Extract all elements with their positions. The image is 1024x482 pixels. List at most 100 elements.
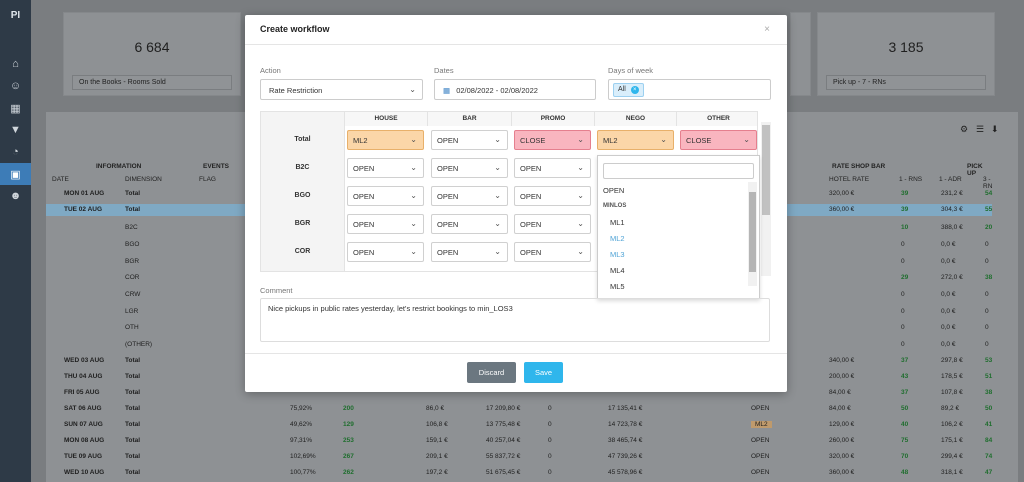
cell-select-bgr-house[interactable]: OPEN ⌄ xyxy=(347,214,424,234)
table-row[interactable]: WED 03 AUG Total 340,00 €37 297,8 €53 xyxy=(64,357,993,364)
grid-scrollbar[interactable] xyxy=(761,122,771,276)
cell-select-total-other[interactable]: CLOSE ⌄ xyxy=(680,130,757,150)
cell-select-total-nego[interactable]: ML2 ⌄ xyxy=(597,130,674,150)
col-group-rate-shop: RATE SHOP BAR xyxy=(832,163,886,170)
table-row[interactable]: (OTHER) 0 0,0 €0 xyxy=(125,341,989,348)
cell-select-bgr-promo[interactable]: OPEN ⌄ xyxy=(514,214,591,234)
table-row[interactable]: WED 10 AUG Total 100,77% 262 197,2 €51 675,4… xyxy=(64,469,993,476)
home-icon[interactable]: ⌂ xyxy=(12,58,19,70)
col-dimension[interactable]: DIMENSION xyxy=(125,176,162,183)
table-row[interactable]: MON 08 AUG Total 97,31% 253 159,1 €40 257,04… xyxy=(64,437,993,444)
people-icon[interactable]: ☺ xyxy=(9,80,22,92)
cell-select-b2c-bar[interactable]: OPEN ⌄ xyxy=(431,158,508,178)
grid-corner xyxy=(261,112,345,126)
filter-icon[interactable]: ▼ xyxy=(10,124,21,136)
col-adr[interactable]: 1 - ADR xyxy=(939,176,962,183)
cell-select-b2c-promo[interactable]: OPEN ⌄ xyxy=(514,158,591,178)
col-group-events: EVENTS xyxy=(203,163,230,170)
col-rn3[interactable]: 3 - RN xyxy=(983,176,993,190)
table-row[interactable]: SUN 07 AUG Total 49,62% 129 106,8 €13 775,48… xyxy=(64,421,993,428)
cell-select-cor-promo[interactable]: OPEN ⌄ xyxy=(514,242,591,262)
kpi-select[interactable]: On the Books - Rooms Sold xyxy=(72,75,232,90)
cell-select-total-house[interactable]: ML2 ⌄ xyxy=(347,130,424,150)
dropdown-option-ml3[interactable]: ML3 xyxy=(610,250,625,259)
calendar-icon: ▦ xyxy=(443,86,451,95)
dates-input[interactable]: ▦ 02/08/2022 - 02/08/2022 xyxy=(434,79,596,100)
scrollbar-thumb[interactable] xyxy=(762,125,770,215)
nego-dropdown-menu: OPEN MINLOS ML1 ML2 ML3 ML4 ML5 xyxy=(597,155,760,299)
kpi-select[interactable]: Pick up - 7 - RNs xyxy=(826,75,986,90)
cell-select-bgo-house[interactable]: OPEN ⌄ xyxy=(347,186,424,206)
cell-select-cor-bar[interactable]: OPEN ⌄ xyxy=(431,242,508,262)
table-row[interactable]: SAT 06 AUG Total 75,92% 200 86,0 €17 209,80 … xyxy=(64,405,993,412)
dashboard-gauge-icon[interactable]: ◔ xyxy=(12,146,19,158)
table-row[interactable]: CRW 0 0,0 €0 xyxy=(125,291,989,298)
dropdown-option-ml1[interactable]: ML1 xyxy=(610,218,625,227)
chevron-down-icon: ⌄ xyxy=(410,219,417,228)
comment-label: Comment xyxy=(260,286,293,295)
col-other: OTHER xyxy=(677,112,757,126)
chevron-down-icon: ⌄ xyxy=(494,191,501,200)
row-label-bgr: BGR xyxy=(261,210,345,238)
dropdown-option-ml5[interactable]: ML5 xyxy=(610,282,625,291)
dropdown-scrollbar[interactable] xyxy=(748,182,757,286)
settings-icon[interactable]: ⚙ xyxy=(960,124,969,134)
table-row[interactable]: MON 01 AUG Total 320,00 €39 231,2 €54 xyxy=(64,190,993,197)
col-nego: NEGO xyxy=(595,112,677,126)
kpi-card-pickup: 3 185 Pick up - 7 - RNs xyxy=(817,12,995,96)
action-select[interactable]: Rate Restriction ⌄ xyxy=(260,79,423,100)
cell-select-total-bar[interactable]: OPEN ⌄ xyxy=(431,130,508,150)
cell-select-bgo-bar[interactable]: OPEN ⌄ xyxy=(431,186,508,206)
chevron-down-icon: ⌄ xyxy=(494,219,501,228)
table-row[interactable]: COR 29 272,0 €38 xyxy=(125,274,993,281)
chevron-down-icon: ⌄ xyxy=(410,247,417,256)
users-icon[interactable]: ☻ xyxy=(9,190,22,202)
col-promo: PROMO xyxy=(512,112,595,126)
col-rns[interactable]: 1 - RNS xyxy=(899,176,923,183)
remove-tag-icon[interactable]: × xyxy=(630,86,639,94)
col-group-pickup: PICK UP xyxy=(967,163,983,177)
dropdown-scrollbar-thumb[interactable] xyxy=(749,192,756,272)
days-of-week-input[interactable]: All × xyxy=(608,79,771,100)
kpi-card-rooms-sold: 6 684 On the Books - Rooms Sold xyxy=(63,12,241,96)
dropdown-option-open[interactable]: OPEN xyxy=(603,186,625,195)
pricing-grid-icon[interactable]: ▣ xyxy=(0,163,31,185)
table-row[interactable]: BGO 0 0,0 €0 xyxy=(125,241,989,248)
chevron-down-icon: ⌄ xyxy=(409,85,416,94)
dropdown-search-input[interactable] xyxy=(603,163,754,179)
download-icon[interactable]: ⬇ xyxy=(991,124,999,134)
discard-button[interactable]: Discard xyxy=(467,362,516,383)
cell-select-b2c-house[interactable]: OPEN ⌄ xyxy=(347,158,424,178)
table-row[interactable]: TUE 09 AUG Total 102,69% 267 209,1 €55 837,7… xyxy=(64,453,993,460)
hotel-icon[interactable]: ▦ xyxy=(10,102,21,115)
chevron-down-icon: ⌄ xyxy=(410,191,417,200)
close-icon[interactable]: × xyxy=(764,24,770,35)
col-flag[interactable]: FLAG xyxy=(199,176,216,183)
modal-footer xyxy=(245,353,787,354)
cell-select-bgo-promo[interactable]: OPEN ⌄ xyxy=(514,186,591,206)
table-row[interactable]: BGR 0 0,0 €0 xyxy=(125,258,989,265)
save-button[interactable]: Save xyxy=(524,362,563,383)
col-hotel-rate[interactable]: HOTEL RATE xyxy=(829,176,870,183)
table-row[interactable]: FRI 05 AUG Total 84,00 €37 107,8 €38 xyxy=(64,389,993,396)
table-header: INFORMATION EVENTS RATE SHOP BAR PICK UP… xyxy=(46,160,992,190)
chevron-down-icon: ⌄ xyxy=(743,135,750,144)
row-label-total: Total xyxy=(261,126,345,154)
comment-textarea[interactable]: Nice pickups in public rates yesterday, … xyxy=(260,298,770,342)
chevron-down-icon: ⌄ xyxy=(577,247,584,256)
col-group-information: INFORMATION xyxy=(96,163,142,170)
chevron-down-icon: ⌄ xyxy=(410,163,417,172)
table-row[interactable]: LGR 0 0,0 €0 xyxy=(125,308,989,315)
cell-select-cor-house[interactable]: OPEN ⌄ xyxy=(347,242,424,262)
dropdown-option-ml2[interactable]: ML2 xyxy=(610,234,625,243)
dates-value: 02/08/2022 - 02/08/2022 xyxy=(456,86,538,95)
cell-select-bgr-bar[interactable]: OPEN ⌄ xyxy=(431,214,508,234)
table-row[interactable]: B2C 10 388,0 €20 xyxy=(125,224,993,231)
col-date[interactable]: DATE xyxy=(52,176,69,183)
table-row[interactable]: THU 04 AUG Total 200,00 €43 178,5 €51 xyxy=(64,373,993,380)
table-row[interactable]: OTH 0 0,0 €0 xyxy=(125,324,989,331)
dropdown-option-ml4[interactable]: ML4 xyxy=(610,266,625,275)
cell-select-total-promo[interactable]: CLOSE ⌄ xyxy=(514,130,591,150)
list-view-icon[interactable]: ☰ xyxy=(976,124,985,134)
kpi-value: 6 684 xyxy=(134,39,170,55)
